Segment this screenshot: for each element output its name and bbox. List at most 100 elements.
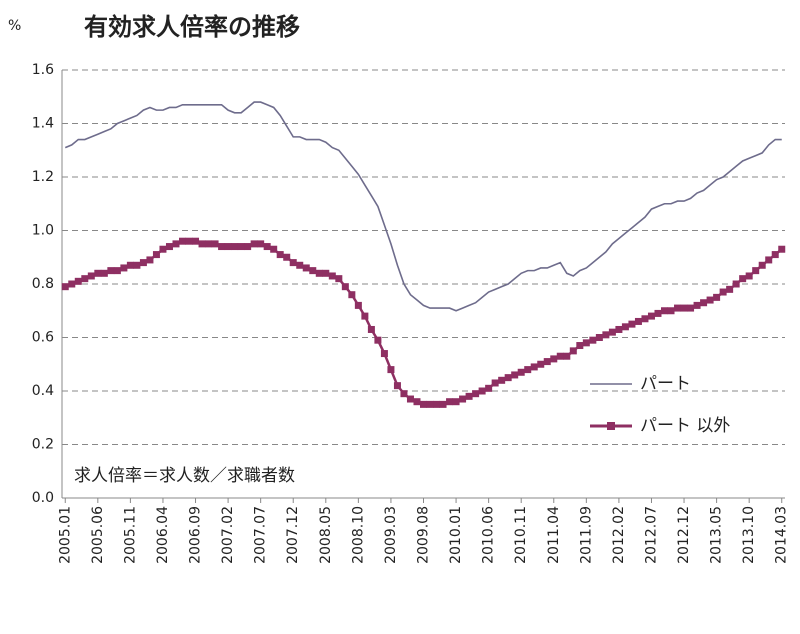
annotation: 求人倍率＝求人数／求職者数	[74, 466, 295, 486]
y-unit: %	[8, 18, 21, 34]
series-line	[64, 101, 782, 312]
data-point	[530, 363, 538, 371]
legend-label: パート 以外	[640, 416, 730, 436]
data-point	[504, 374, 512, 382]
y-tick-label: 1.2	[32, 169, 54, 185]
data-point	[465, 392, 473, 400]
data-point	[452, 398, 460, 406]
data-point	[485, 384, 493, 392]
data-point	[81, 275, 89, 283]
data-point	[218, 243, 226, 251]
data-point	[582, 339, 590, 347]
data-point	[361, 312, 369, 320]
x-tick-label: 2007.12	[285, 506, 301, 564]
data-point	[420, 400, 427, 408]
x-tick-label: 2011.04	[546, 506, 562, 564]
x-tick-label: 2008.10	[350, 506, 366, 564]
y-tick-label: 1.4	[32, 116, 54, 132]
data-point	[745, 272, 753, 280]
x-tick-label: 2014.03	[774, 506, 790, 564]
data-point	[335, 275, 343, 283]
data-point	[296, 261, 304, 269]
data-point	[198, 240, 206, 248]
data-point	[433, 400, 441, 408]
x-tick-label: 2005.06	[90, 506, 106, 564]
y-tick-label: 1.0	[32, 223, 54, 239]
data-point	[276, 251, 284, 259]
data-point	[192, 237, 200, 245]
data-point	[719, 288, 727, 296]
data-point	[172, 240, 180, 248]
data-point	[185, 237, 193, 245]
data-point	[374, 336, 382, 344]
x-tick-label: 2006.09	[188, 506, 204, 564]
data-point	[517, 368, 525, 376]
data-point	[771, 251, 779, 259]
x-tick-label: 2010.11	[513, 506, 529, 564]
data-point	[491, 379, 499, 387]
data-point	[354, 301, 362, 309]
x-tick-label: 2009.08	[416, 506, 432, 564]
x-tick-label: 2012.02	[611, 506, 627, 564]
data-point	[68, 280, 76, 288]
data-point	[511, 371, 519, 379]
data-point	[752, 267, 760, 275]
data-point	[647, 312, 655, 320]
y-tick-label: 1.6	[32, 62, 54, 78]
data-point	[726, 285, 734, 293]
data-point	[621, 323, 629, 331]
data-point	[439, 400, 447, 408]
y-tick-label: 0.6	[32, 330, 54, 346]
data-point	[765, 256, 773, 264]
data-point	[413, 398, 421, 406]
data-point	[608, 328, 616, 336]
data-point	[543, 358, 551, 366]
data-point	[661, 307, 668, 315]
data-point	[472, 390, 480, 398]
data-point	[100, 269, 108, 277]
y-tick-label: 0.0	[32, 490, 54, 506]
data-point	[159, 245, 167, 253]
data-point	[139, 259, 147, 267]
data-point	[576, 342, 584, 350]
data-point	[146, 256, 154, 264]
data-point	[61, 283, 69, 291]
data-point	[211, 240, 219, 248]
data-point	[732, 280, 740, 288]
data-point	[524, 366, 532, 374]
y-tick-label: 0.4	[32, 383, 54, 399]
data-point	[152, 251, 160, 259]
data-point	[602, 331, 610, 339]
data-point	[257, 240, 265, 248]
data-point	[380, 350, 388, 358]
x-tick-label: 2010.01	[448, 506, 464, 564]
data-point	[400, 390, 408, 398]
data-point	[426, 400, 434, 408]
data-point	[270, 245, 278, 253]
data-point	[680, 304, 688, 312]
data-point	[322, 269, 330, 277]
x-tick-label: 2008.05	[318, 506, 334, 564]
data-point	[387, 366, 395, 374]
data-point	[615, 325, 623, 333]
data-point	[569, 347, 577, 355]
data-point	[693, 301, 701, 309]
data-point	[107, 267, 115, 275]
data-point	[739, 275, 747, 283]
data-point	[406, 395, 414, 403]
x-tick-label: 2005.01	[57, 506, 73, 564]
data-point	[628, 320, 636, 328]
data-point	[231, 243, 239, 251]
data-point	[367, 325, 375, 333]
data-point	[758, 261, 766, 269]
data-point	[289, 259, 297, 267]
data-point	[556, 352, 564, 360]
data-point	[263, 243, 271, 251]
x-tick-label: 2009.03	[383, 506, 399, 564]
data-point	[205, 240, 213, 248]
data-point	[302, 264, 310, 272]
chart-title: 有効求人倍率の推移	[84, 13, 300, 41]
data-point	[713, 293, 721, 301]
data-point	[446, 398, 454, 406]
data-point	[348, 291, 356, 299]
